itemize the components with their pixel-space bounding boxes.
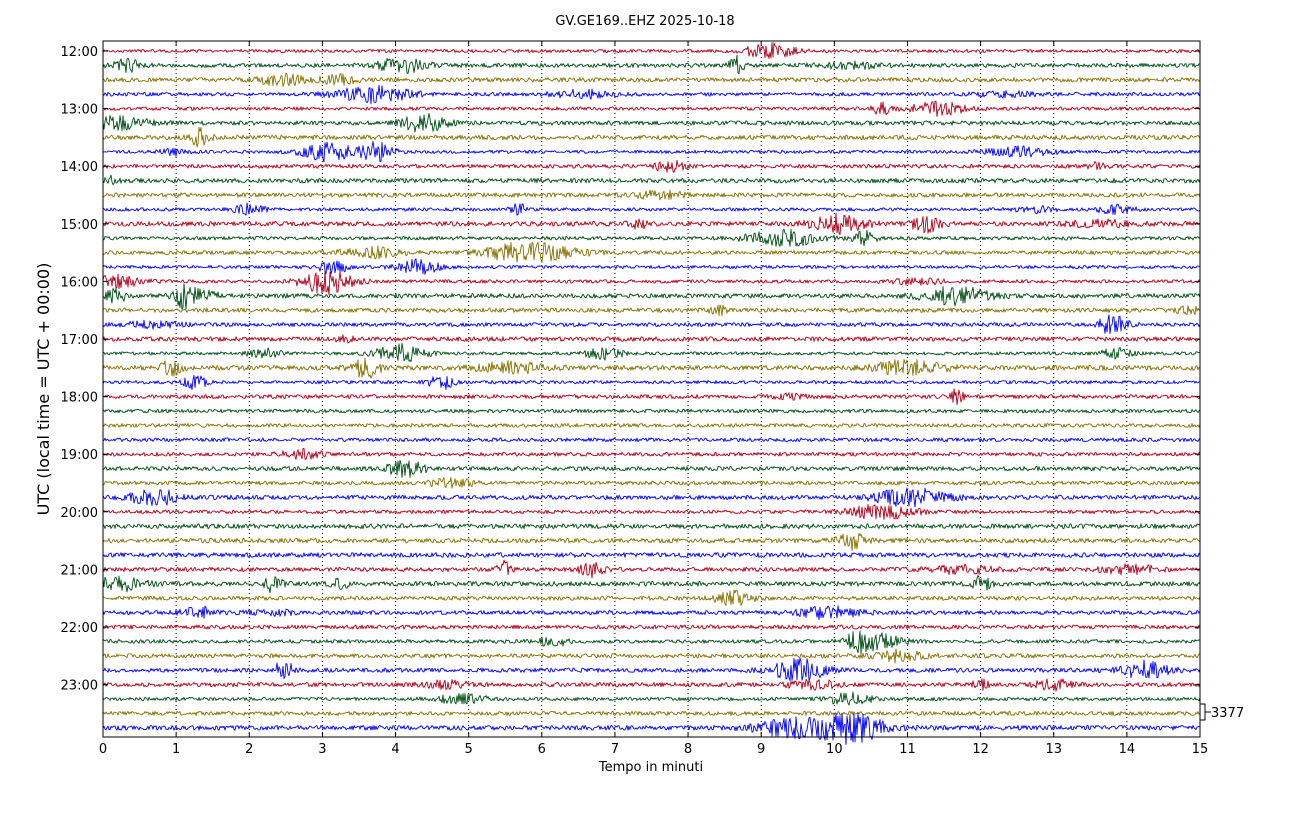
y-tick-label: 17:00 — [61, 333, 98, 348]
seismic-trace — [102, 342, 1201, 363]
x-tick-label: 14 — [1119, 742, 1136, 757]
x-tick-label: 0 — [99, 742, 107, 757]
x-tick-label: 3 — [318, 742, 326, 757]
scale-marker: 3377 — [1199, 703, 1244, 721]
scale-bar — [1199, 703, 1206, 721]
grid-layer — [175, 41, 1128, 737]
y-axis-label: UTC (local time = UTC + 00:00) — [34, 263, 53, 516]
x-tick-label: 2 — [245, 742, 253, 757]
y-tick-label: 21:00 — [61, 563, 98, 578]
seismic-trace — [102, 174, 1201, 186]
seismic-trace — [102, 212, 1201, 236]
y-tick-label: 19:00 — [61, 448, 98, 463]
seismic-trace — [102, 159, 1201, 173]
y-tick-label: 16:00 — [61, 275, 98, 290]
seismic-trace — [102, 423, 1201, 428]
seismic-trace — [102, 559, 1201, 579]
seismic-trace — [102, 357, 1201, 379]
x-tick-label: 15 — [1192, 742, 1209, 757]
chart-title: GV.GE169..EHZ 2025-10-18 — [555, 14, 734, 29]
seismic-trace — [102, 552, 1201, 558]
y-tick-label: 23:00 — [61, 679, 98, 694]
x-tick-label: 6 — [538, 742, 546, 757]
seismic-trace — [102, 624, 1201, 630]
seismic-trace — [102, 437, 1201, 443]
y-tick-label: 15:00 — [61, 218, 98, 233]
seismic-trace — [102, 202, 1201, 216]
seismic-trace — [102, 228, 1201, 247]
seismic-trace — [102, 100, 1201, 117]
seismic-trace — [102, 605, 1201, 621]
seismic-trace — [102, 270, 1201, 296]
seismic-trace — [102, 304, 1201, 317]
seismic-trace — [102, 710, 1201, 716]
y-tick-label: 12:00 — [61, 45, 98, 60]
y-tick-label: 20:00 — [61, 506, 98, 521]
x-tick-label: 11 — [899, 742, 916, 757]
seismic-trace — [102, 283, 1201, 310]
traces-layer — [102, 42, 1201, 745]
seismic-trace — [102, 241, 1201, 264]
y-tick-label: 22:00 — [61, 621, 98, 636]
seismic-trace — [102, 460, 1201, 478]
x-tick-label: 10 — [826, 742, 843, 757]
x-tick-label: 12 — [972, 742, 989, 757]
seismic-trace — [102, 126, 1201, 148]
seismic-trace — [102, 112, 1201, 133]
y-tick-label: 13:00 — [61, 103, 98, 118]
seismic-trace — [102, 258, 1201, 275]
seismic-trace — [102, 574, 1201, 594]
x-tick-label: 1 — [172, 742, 180, 757]
y-tick-label: 18:00 — [61, 391, 98, 406]
seismic-trace — [102, 523, 1201, 530]
x-tick-label: 7 — [611, 742, 619, 757]
seismic-trace — [102, 388, 1201, 406]
seismic-trace — [102, 334, 1200, 344]
seismic-trace — [102, 42, 1201, 59]
seismic-trace — [102, 477, 1201, 489]
x-tick-label: 13 — [1045, 742, 1062, 757]
seismic-trace — [102, 504, 1201, 520]
scale-label: 3377 — [1211, 706, 1244, 721]
seismic-trace — [102, 448, 1201, 460]
seismic-trace — [102, 54, 1201, 75]
seismic-trace — [102, 140, 1201, 163]
seismic-trace — [102, 487, 1201, 508]
seismic-trace — [102, 532, 1201, 551]
x-tick-label: 5 — [465, 742, 473, 757]
seismic-trace — [102, 589, 1201, 606]
seismic-trace — [102, 72, 1201, 87]
x-tick-label: 4 — [391, 742, 399, 757]
x-tick-label: 9 — [757, 742, 765, 757]
seismic-trace — [102, 84, 1201, 105]
seismic-trace — [102, 678, 1201, 692]
y-tick-label: 14:00 — [61, 160, 98, 175]
x-axis-label: Tempo in minuti — [598, 760, 703, 775]
plot-frame — [102, 40, 1201, 738]
seismic-trace — [102, 691, 1201, 706]
seismic-trace — [102, 314, 1201, 335]
seismic-trace — [102, 648, 1201, 664]
seismic-trace — [102, 630, 1201, 655]
seismic-trace — [102, 189, 1201, 201]
seismic-trace — [102, 375, 1201, 391]
seismic-trace — [102, 712, 1201, 745]
ticks-layer: 0 1 2 3 4 5 6 7 8 9 10 11 12 13 14 1512:0013:0014:0015:… — [61, 41, 1209, 757]
seismic-trace — [102, 657, 1201, 682]
seismic-trace — [102, 408, 1201, 414]
x-tick-label: 8 — [684, 742, 692, 757]
